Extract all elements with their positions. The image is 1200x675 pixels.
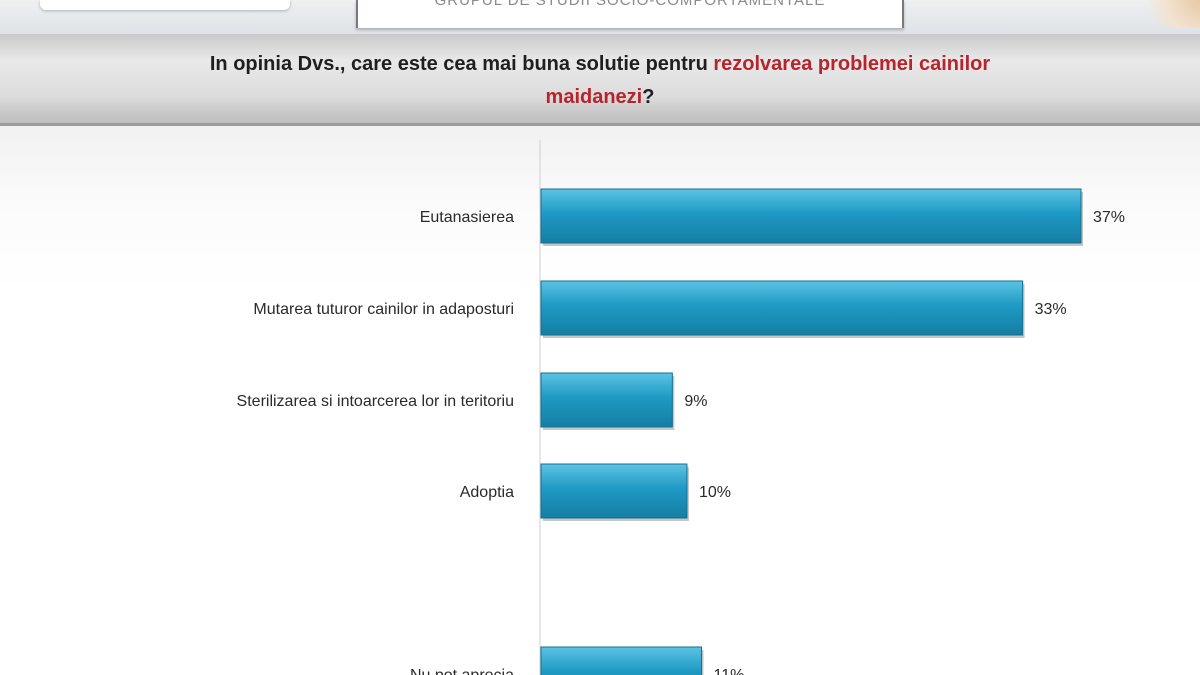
value-labels: 37% 33% 9% 10% 11%	[684, 209, 1125, 675]
bar-4	[540, 463, 688, 519]
header-subtitle: GRUPUL DE STUDII SOCIO-COMPORTAMENTALE	[434, 0, 826, 9]
value-label: 33%	[1035, 301, 1067, 318]
category-label: Adoptia	[460, 484, 514, 501]
header-decoration	[1130, 0, 1200, 28]
bars-group	[540, 188, 1083, 675]
bar-1	[540, 188, 1082, 244]
question-highlight-1: rezolvarea problemei cainilor	[713, 53, 991, 75]
bar-2	[540, 280, 1024, 336]
top-strip: GRUPUL DE STUDII SOCIO-COMPORTAMENTALE	[0, 0, 1200, 34]
value-label: 11%	[714, 667, 745, 675]
bar-5	[540, 646, 703, 675]
header-card-center: GRUPUL DE STUDII SOCIO-COMPORTAMENTALE	[356, 0, 904, 28]
question-text: In opinia Dvs., care este cea mai buna s…	[209, 53, 714, 75]
category-label: Sterilizarea si intoarcerea lor in terit…	[237, 393, 514, 410]
question-banner: In opinia Dvs., care este cea mai buna s…	[0, 34, 1200, 126]
category-labels: Eutanasierea Mutarea tuturor cainilor in …	[237, 209, 515, 675]
category-label: Nu pot aprecia	[410, 667, 514, 675]
value-label: 9%	[684, 393, 707, 410]
value-label: 10%	[699, 484, 731, 501]
question-title: In opinia Dvs., care este cea mai buna s…	[60, 48, 1140, 114]
question-highlight-2: maidanezi	[545, 86, 643, 108]
header-card-left	[40, 0, 290, 10]
value-label: 37%	[1093, 209, 1125, 226]
question-end: ?	[642, 86, 655, 108]
bar-3	[540, 372, 673, 428]
category-label: Mutarea tuturor cainilor in adaposturi	[253, 301, 514, 318]
category-label: Eutanasierea	[420, 209, 514, 226]
